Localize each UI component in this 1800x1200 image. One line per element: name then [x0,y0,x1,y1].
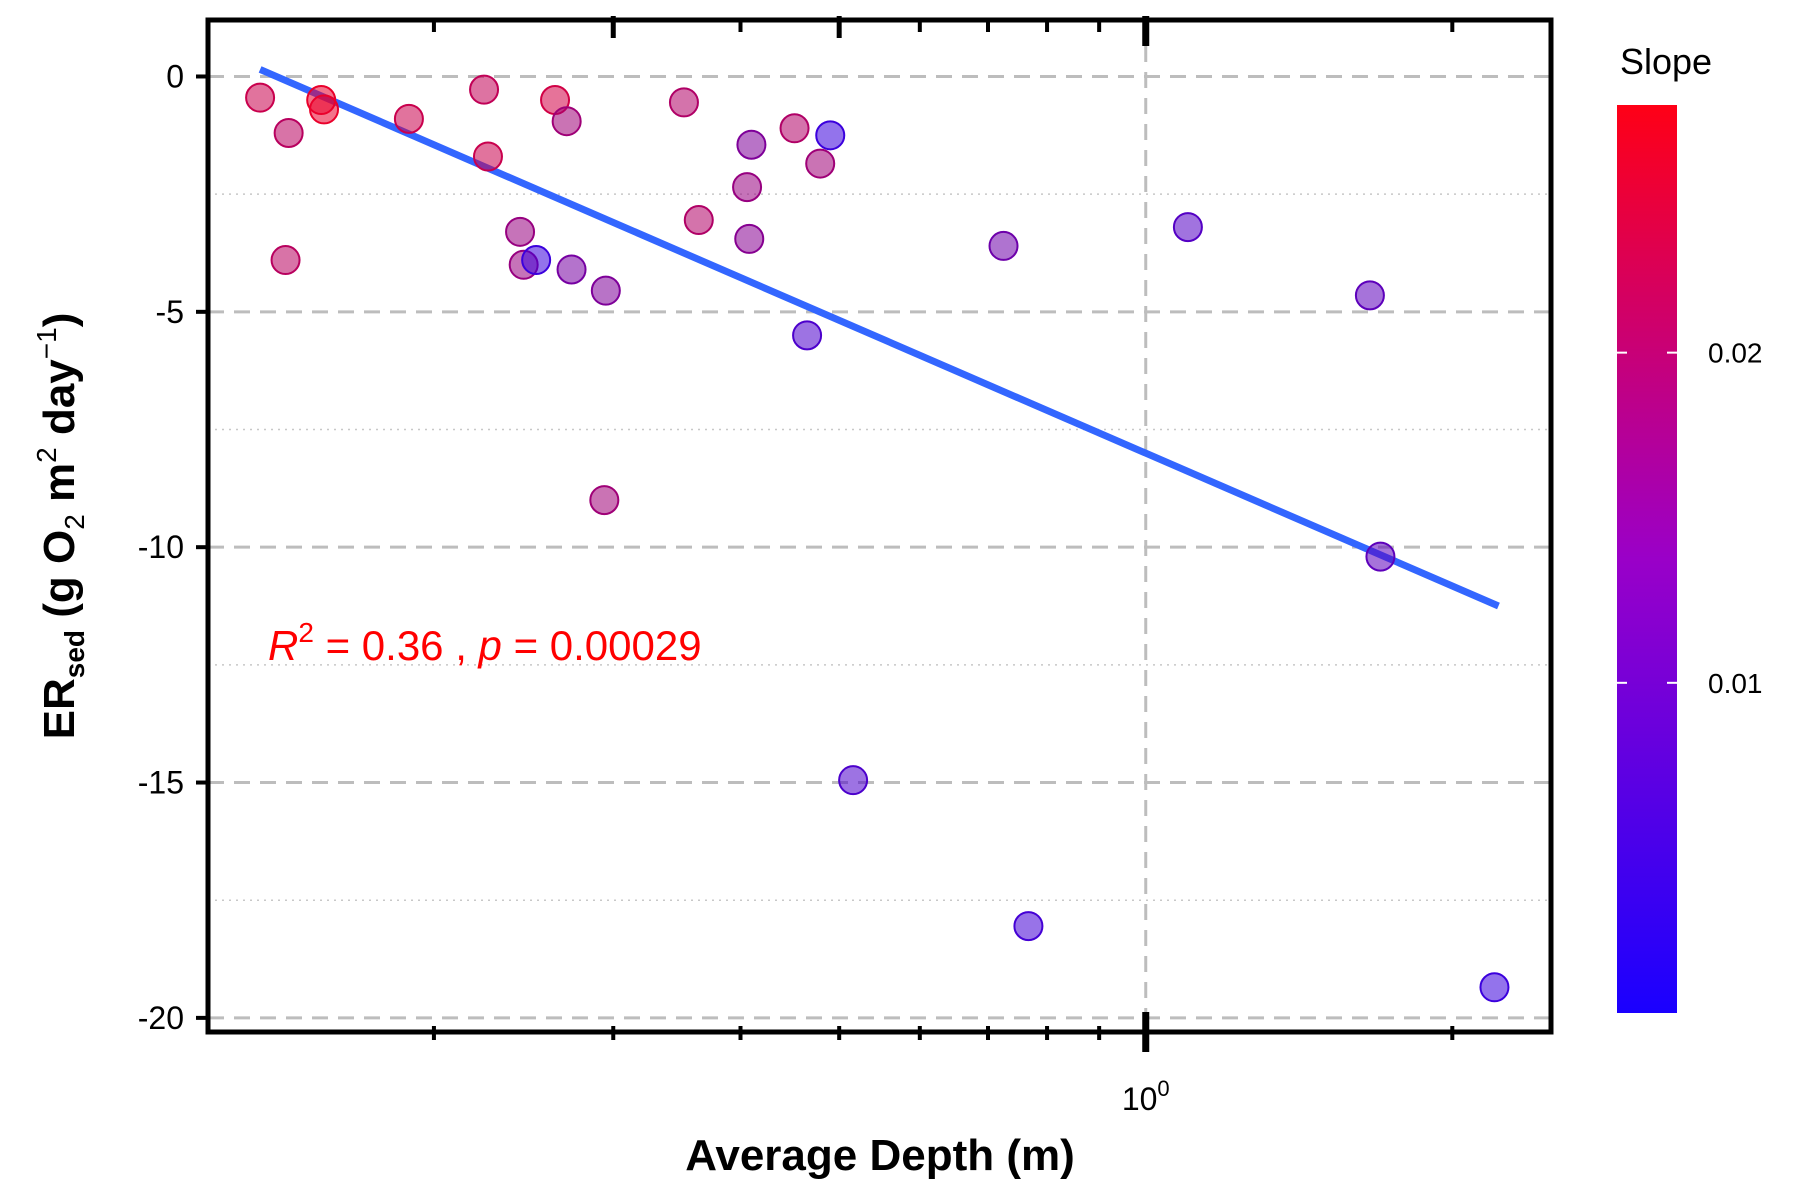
plot-frame [205,17,1554,1035]
data-point [1172,212,1203,243]
data-point [551,106,582,137]
data-point [1354,280,1385,311]
data-point [521,245,552,276]
axes: 0 -5 -10 -15 -20 [138,16,1455,1052]
x-axis-title: Average Depth (m) [685,1131,1075,1180]
data-point [1013,911,1044,942]
y-title-m-sup: 2 [31,447,62,463]
x-tick-exponent: 0 [1157,1076,1169,1101]
y-title-main-sub: sed [59,630,90,678]
data-point [815,120,846,151]
data-point [270,245,301,276]
x-tick-label: 100 [1122,1076,1170,1117]
data-point [1479,972,1510,1003]
data-point [590,275,621,306]
y-tick-label: -5 [156,294,184,330]
y-title-part4: ) [35,313,84,328]
data-point [732,172,763,203]
legend-title: Slope [1620,41,1712,82]
y-title-main: ER [35,678,84,739]
data-point [469,74,500,105]
annotation-r-value: = 0.36 , [314,622,479,669]
grid-lines [208,20,1551,1032]
y-tick-label: -15 [138,765,184,801]
data-point [309,94,340,125]
y-tick-label: -20 [138,1000,184,1036]
y-title-part1: (g O [35,530,84,618]
x-tick-base: 10 [1122,1081,1158,1117]
annotation-r-sup: 2 [298,617,314,648]
y-title-day-sup: −1 [31,327,62,359]
data-point [668,87,699,118]
y-tick-label: -10 [138,529,184,565]
trendline-layer [258,66,1500,610]
colorbar-ticks: 0.01 0.02 [1617,338,1763,699]
data-points [245,74,1510,1003]
data-point [736,129,767,160]
data-point [792,320,823,351]
colorbar [1617,105,1677,1013]
data-point [683,205,714,236]
fit-annotation: R2 = 0.36 , p = 0.00029 [268,617,702,669]
annotation-p: p [477,622,502,669]
data-point [505,216,536,247]
data-point [245,82,276,113]
colorbar-tick-label: 0.02 [1708,338,1763,369]
data-point [1365,541,1396,572]
y-title-part3: day [35,359,84,448]
y-title-o2-sub: 2 [59,514,90,530]
data-point [556,254,587,285]
y-title-part2: m [35,463,84,514]
data-point [734,223,765,254]
data-point [273,117,304,148]
data-point [589,485,620,516]
data-point [393,103,424,134]
data-point [805,148,836,179]
data-point [988,230,1019,261]
data-point [838,765,869,796]
data-point [779,113,810,144]
colorbar-tick-label: 0.01 [1708,668,1763,699]
regression-line [258,66,1500,610]
annotation-r: R [268,622,298,669]
data-point [472,141,503,172]
annotation-p-value: = 0.00029 [502,622,702,669]
y-axis-title: ERsed (g O2 m2 day−1) [31,313,90,740]
y-tick-label: 0 [166,58,184,94]
